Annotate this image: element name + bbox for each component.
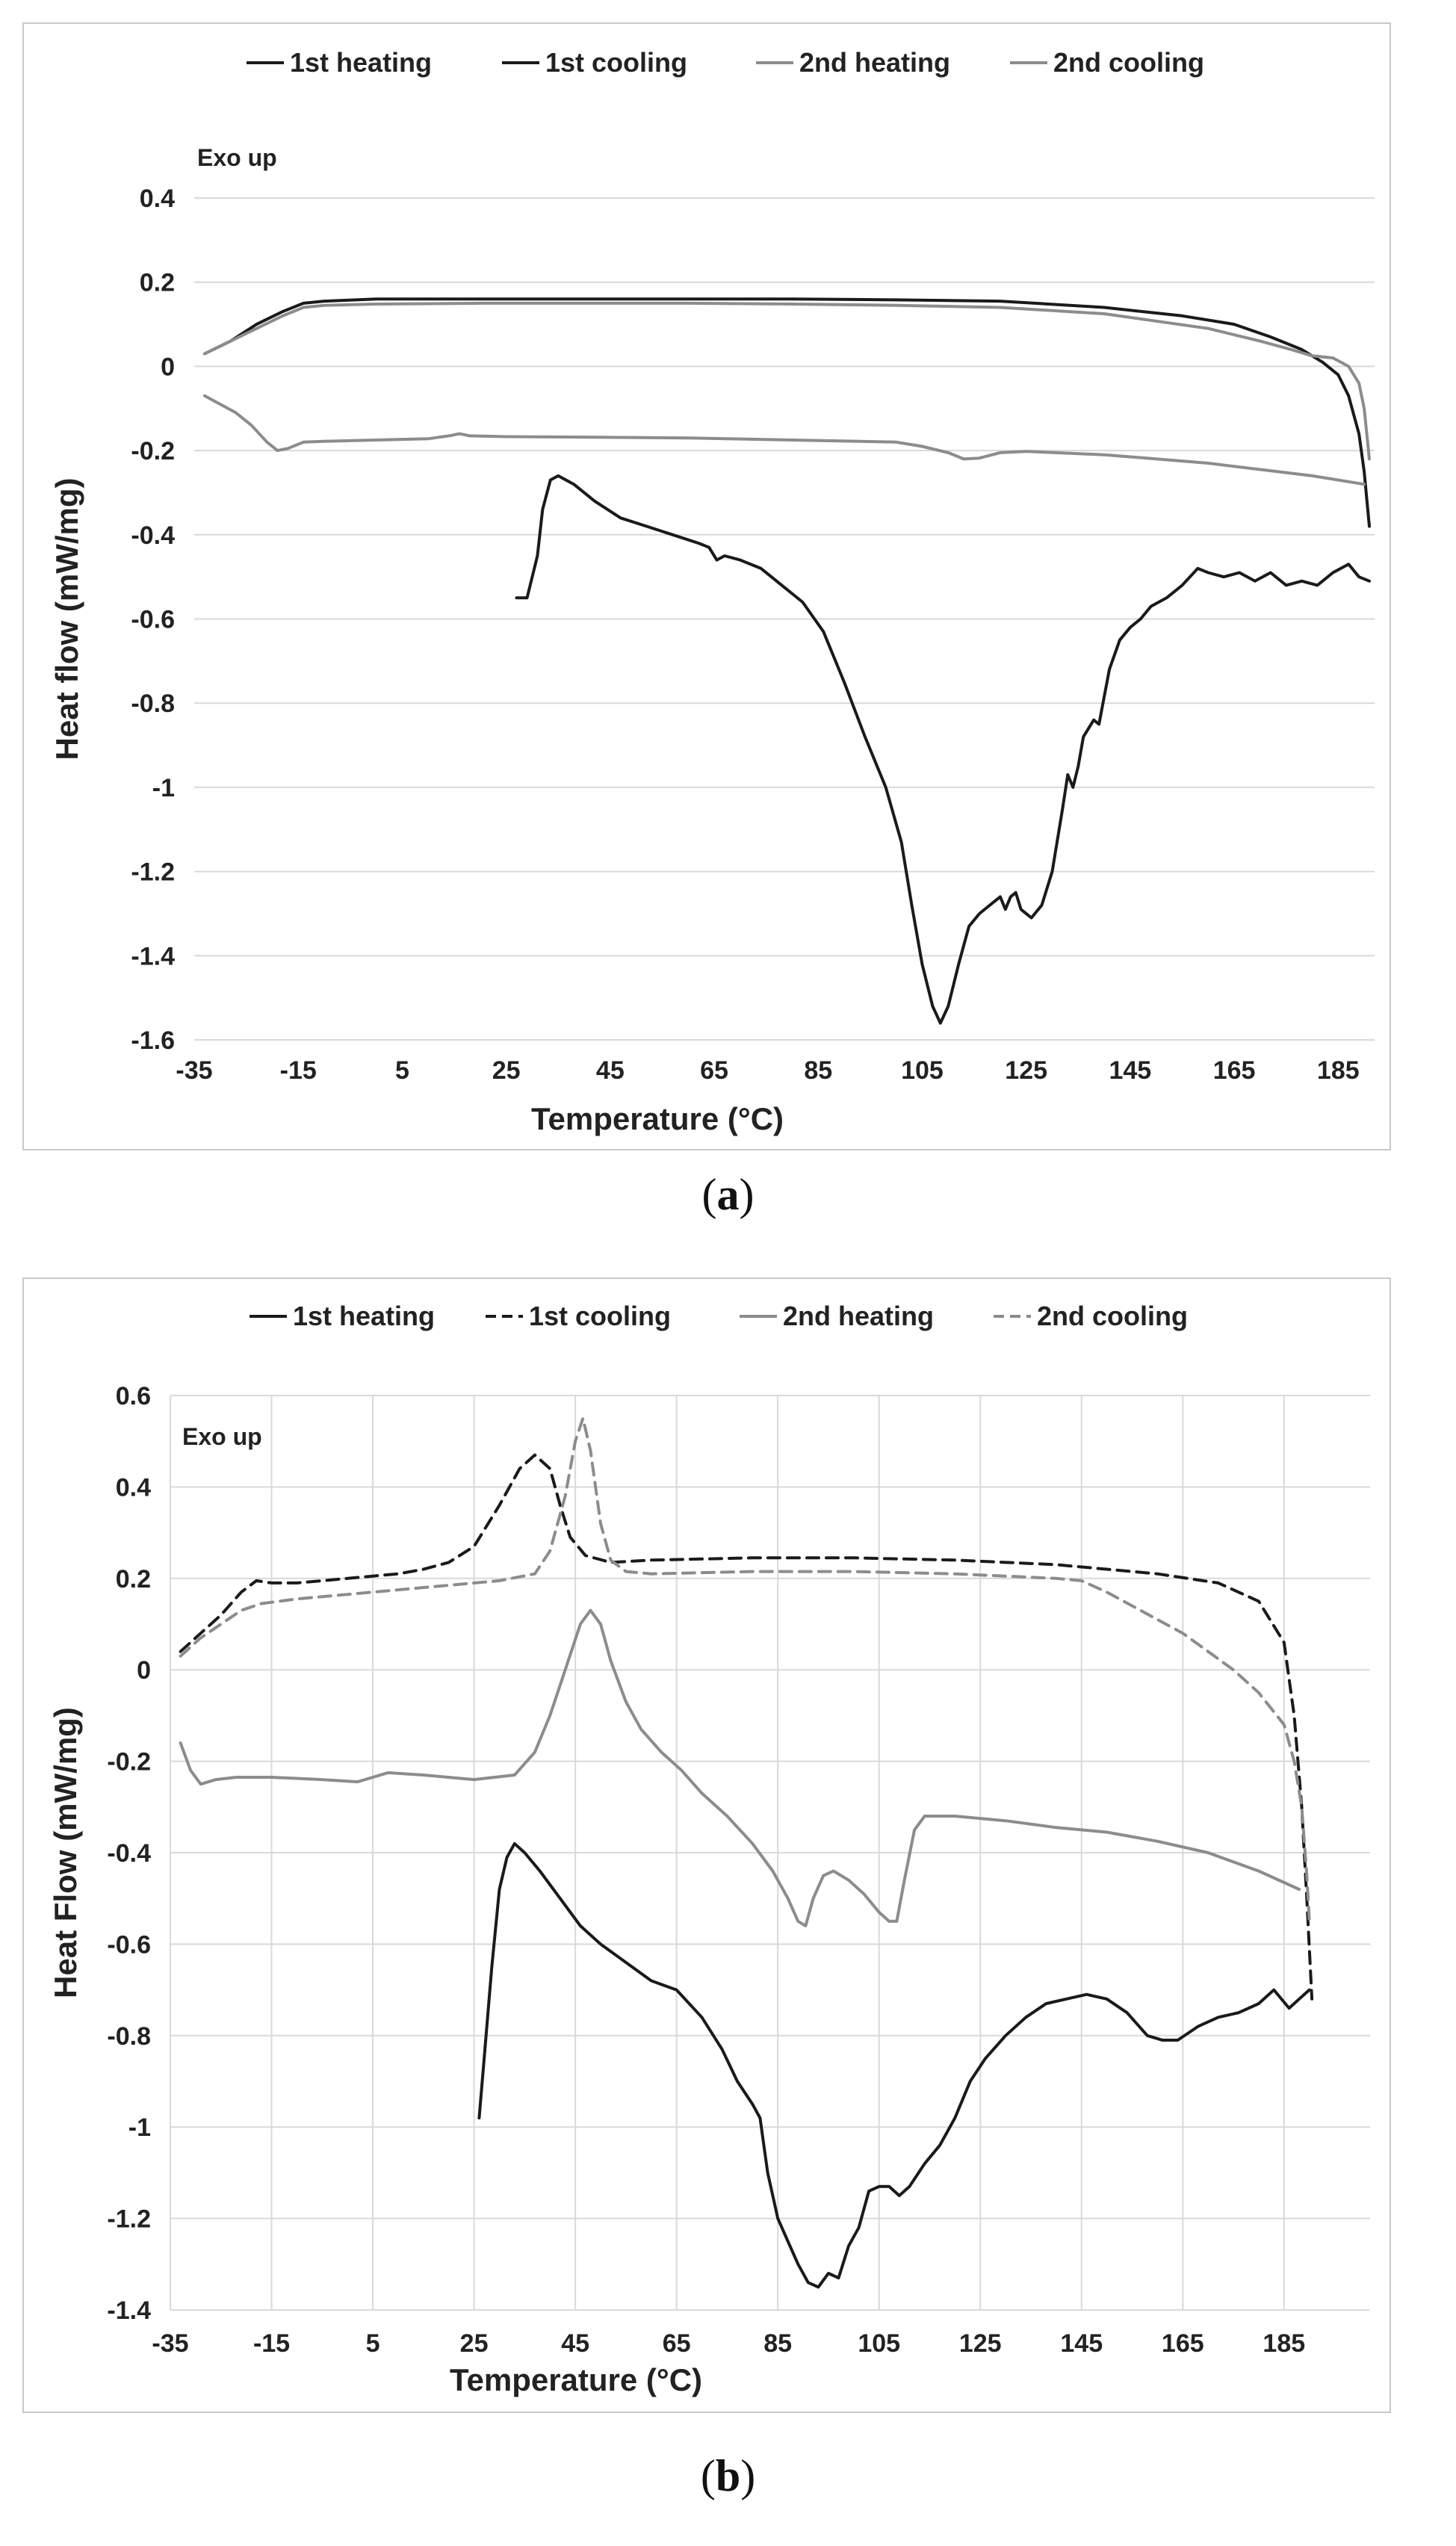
chart-b-series-line-2	[179, 1453, 1314, 2001]
chart-b-xtick-label: -35	[152, 2329, 188, 2358]
panel-a-caption-open: (	[701, 1170, 717, 1219]
chart-b-ytick-label: -0.2	[107, 1748, 151, 1777]
chart-a-series-line-2	[202, 297, 1371, 528]
chart-b-legend-label-4: 2nd cooling	[1037, 1301, 1188, 1331]
chart-b-ytick-label: -1.2	[107, 2205, 151, 2234]
chart-panel-a: 0.4 0.2 0 -0.2 -0.4 -0.6 -0.8 -1 -1.2 -1.4 -1.6 -35…	[22, 22, 1391, 1150]
chart-a-xtick-label: 185	[1317, 1056, 1360, 1085]
chart-a-legend-label-3: 2nd heating	[799, 47, 950, 78]
chart-b-series-line-4	[179, 1416, 1311, 1923]
chart-b-legend-label-1: 1st heating	[293, 1301, 435, 1331]
chart-b-ytick-label: -0.6	[107, 1930, 151, 1959]
chart-a-xtick-label: 65	[700, 1056, 728, 1085]
chart-a-legend-label-1: 1st heating	[290, 47, 432, 78]
chart-b-ytick-label: -1.4	[107, 2296, 151, 2325]
chart-b-x-axis-title: Temperature (°C)	[450, 2362, 702, 2397]
chart-a-ytick-label: -1	[152, 774, 175, 802]
chart-b-xtick-label: 145	[1060, 2329, 1103, 2358]
chart-a-ytick-label: 0.2	[140, 269, 175, 297]
panel-b-caption-close: )	[740, 2451, 756, 2500]
chart-b-xtick-label: 25	[460, 2329, 489, 2358]
chart-a-ytick-label: -1.4	[131, 942, 175, 970]
chart-a-y-axis-title: Heat flow (mW/mg)	[49, 478, 84, 761]
chart-a-xtick-label: -35	[176, 1056, 212, 1085]
chart-b-legend-label-3: 2nd heating	[783, 1301, 934, 1331]
chart-b-exo-up-annotation: Exo up	[182, 1423, 262, 1450]
chart-a-xtick-label: 45	[596, 1056, 625, 1085]
chart-a-legend-label-4: 2nd cooling	[1053, 47, 1204, 78]
chart-a-series-line-4	[202, 301, 1371, 461]
chart-b-series-line-3	[179, 1608, 1301, 1927]
chart-b-xtick-label: 65	[663, 2329, 691, 2358]
chart-a-ytick-label: -0.6	[131, 606, 175, 634]
chart-a-series-line-1	[515, 474, 1371, 1025]
chart-a-xtick-label: 125	[1005, 1056, 1047, 1085]
chart-a-ytick-label: -1.6	[131, 1026, 175, 1055]
chart-b-ytick-label: 0	[137, 1656, 151, 1685]
panel-b-caption-open: (	[700, 2451, 716, 2500]
chart-a-ytick-label: -1.2	[131, 858, 175, 887]
chart-a-xtick-label: 85	[804, 1056, 832, 1085]
chart-a-exo-up-annotation: Exo up	[197, 144, 277, 171]
panel-a-caption: (a)	[0, 1169, 1456, 1221]
chart-b-xtick-label: 125	[959, 2329, 1002, 2358]
chart-b-ytick-label: -0.8	[107, 2022, 151, 2051]
chart-a-xtick-label: 165	[1213, 1056, 1256, 1085]
chart-a-legend-label-2: 1st cooling	[545, 47, 687, 78]
panel-b-caption: (b)	[0, 2450, 1456, 2502]
chart-a-ytick-label: -0.4	[131, 521, 175, 550]
chart-a-xtick-label: 5	[395, 1056, 409, 1085]
panel-a-caption-letter: a	[716, 1170, 740, 1219]
chart-b-xtick-label: 45	[561, 2329, 589, 2358]
chart-b-xtick-label: -15	[253, 2329, 290, 2358]
panel-b-caption-letter: b	[715, 2451, 741, 2500]
chart-b-xtick-label: 185	[1263, 2329, 1305, 2358]
chart-b-xtick-label: 85	[763, 2329, 792, 2358]
chart-a-ytick-label: 0.4	[140, 185, 175, 213]
chart-a-ytick-label: 0	[161, 353, 175, 381]
chart-b-series-line-1	[477, 1842, 1311, 2289]
chart-b-xtick-label: 105	[858, 2329, 900, 2358]
chart-a-svg: 0.4 0.2 0 -0.2 -0.4 -0.6 -0.8 -1 -1.2 -1.4 -1.6-35…	[49, 47, 1375, 1136]
chart-a-ytick-label: -0.8	[131, 690, 175, 718]
chart-a-x-axis-title: Temperature (°C)	[531, 1101, 784, 1136]
panel-a-caption-close: )	[739, 1170, 755, 1219]
chart-a-ytick-label: -0.2	[131, 437, 175, 465]
chart-b-ytick-label: 0.6	[116, 1382, 151, 1410]
chart-b-legend-label-2: 1st cooling	[529, 1301, 671, 1331]
chart-a-xtick-label: 25	[492, 1056, 521, 1085]
chart-b-ytick-label: 0.2	[116, 1565, 151, 1593]
chart-b-svg: 0.6 0.4 0.2 0 -0.2 -0.4 -0.6 -0.8 -1 -1.2 -1.4-35 -…	[48, 1301, 1370, 2397]
chart-a-series-line-3	[202, 394, 1366, 486]
chart-b-ytick-label: 0.4	[116, 1473, 151, 1502]
chart-b-y-axis-title: Heat Flow (mW/mg)	[48, 1707, 83, 1998]
chart-b-xtick-label: 5	[366, 2329, 380, 2358]
chart-b-ytick-label: -1	[128, 2113, 151, 2142]
chart-b-xtick-label: 165	[1162, 2329, 1204, 2358]
chart-a-xtick-label: -15	[280, 1056, 317, 1085]
chart-a-xtick-label: 145	[1109, 1056, 1151, 1085]
chart-b-ytick-label: -0.4	[107, 1839, 151, 1868]
chart-panel-b: 0.6 0.4 0.2 0 -0.2 -0.4 -0.6 -0.8 -1 -1.2 -1.4 -35 -…	[22, 1277, 1391, 2413]
chart-a-xtick-label: 105	[901, 1056, 944, 1085]
